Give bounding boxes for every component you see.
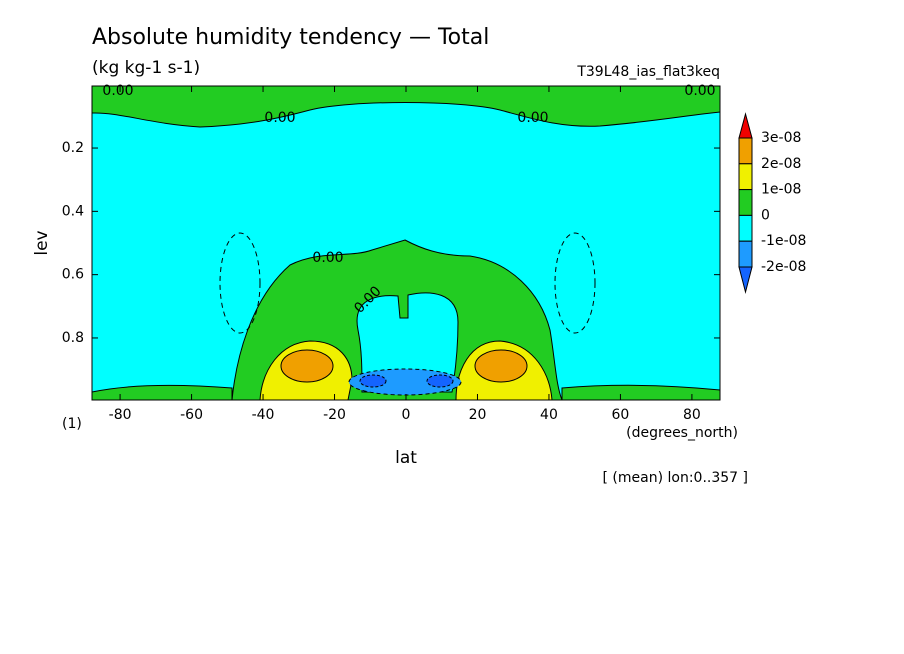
colorbar-cell bbox=[738, 240, 753, 268]
contour-fill bbox=[280, 349, 334, 383]
colorbar-cell bbox=[738, 214, 753, 242]
colorbar-cell bbox=[738, 189, 753, 216]
x-tick-label: 0 bbox=[402, 407, 411, 423]
colorbar-label: 2e-08 bbox=[761, 156, 801, 172]
x-tick-label: -40 bbox=[252, 407, 275, 423]
y-tick-label: 0.4 bbox=[62, 203, 84, 219]
colorbar-cell bbox=[738, 266, 753, 294]
colorbar-cell bbox=[738, 137, 753, 165]
colorbar-label: -1e-08 bbox=[761, 233, 806, 249]
colorbar-label: -2e-08 bbox=[761, 259, 806, 275]
contour-label: 0.00 bbox=[684, 83, 715, 99]
x-unit: (degrees_north) bbox=[626, 425, 738, 441]
experiment-label: T39L48_ias_flat3keq bbox=[576, 64, 720, 80]
x-tick-label: 40 bbox=[540, 407, 558, 423]
colorbar-label: 1e-08 bbox=[761, 182, 801, 198]
x-axis-label: lat bbox=[395, 448, 417, 468]
colorbar-cell bbox=[738, 163, 753, 191]
contour-label: 0.00 bbox=[517, 110, 548, 126]
contour-label: 0.00 bbox=[264, 110, 295, 126]
y-unit: (1) bbox=[62, 416, 82, 432]
colorbar-label: 3e-08 bbox=[761, 130, 801, 146]
contour-fill bbox=[91, 85, 721, 128]
x-tick-label: -80 bbox=[109, 407, 132, 423]
chart-title: Absolute humidity tendency — Total bbox=[92, 25, 489, 50]
y-tick-label: 0.6 bbox=[62, 267, 84, 283]
note: [ (mean) lon:0..357 ] bbox=[603, 470, 748, 486]
contour-fill bbox=[426, 374, 454, 388]
contour-fill bbox=[474, 349, 528, 383]
colorbar-label: 0 bbox=[761, 207, 770, 223]
contour-line bbox=[554, 232, 596, 334]
contour-line bbox=[219, 232, 261, 334]
contour-fill bbox=[359, 374, 387, 388]
y-tick-label: 0.8 bbox=[62, 330, 84, 346]
chart-subtitle: (kg kg-1 s-1) bbox=[92, 58, 200, 78]
x-tick-label: 20 bbox=[469, 407, 487, 423]
contour-label: 0.00 bbox=[102, 83, 133, 99]
x-tick-label: 60 bbox=[612, 407, 630, 423]
y-axis-label: lev bbox=[32, 230, 52, 255]
y-tick-label: 0.2 bbox=[62, 140, 84, 156]
contour-label: 0.00 bbox=[312, 250, 343, 266]
x-tick-label: -60 bbox=[180, 407, 203, 423]
x-tick-label: -20 bbox=[323, 407, 346, 423]
x-tick-label: 80 bbox=[683, 407, 701, 423]
